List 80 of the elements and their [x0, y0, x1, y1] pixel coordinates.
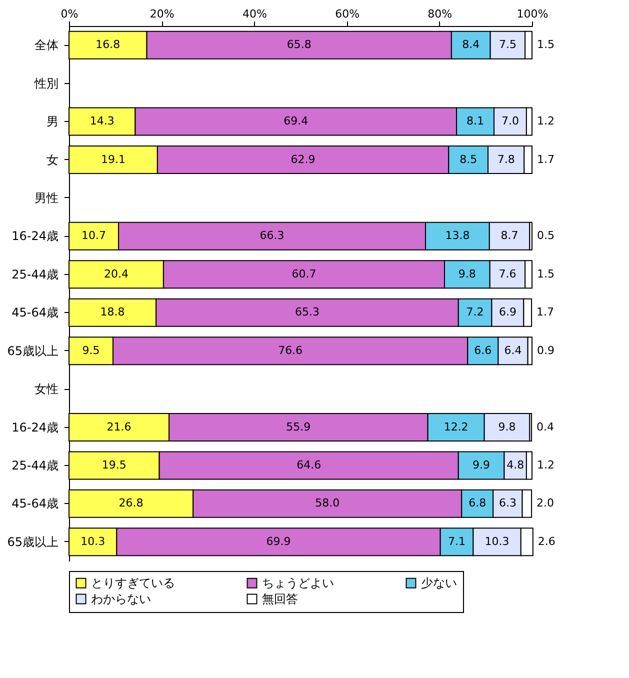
data-label: 1.2: [537, 458, 554, 472]
data-label: 1.5: [537, 267, 554, 280]
data-label: 18.8: [100, 306, 125, 319]
data-label: 2.0: [536, 496, 554, 510]
data-label: 9.9: [472, 458, 490, 472]
data-label: 9.8: [458, 267, 476, 280]
data-label: 60.7: [292, 267, 316, 280]
data-label: 7.0: [501, 114, 519, 128]
x-tick-label: 60%: [335, 8, 360, 20]
y-tick-label: 男性: [34, 190, 58, 205]
x-tick-label: 0%: [60, 8, 78, 20]
data-label: 2.6: [538, 534, 556, 548]
data-label: 8.1: [466, 114, 484, 128]
data-label: 9.8: [498, 420, 516, 434]
data-label: 1.5: [537, 38, 554, 52]
data-label: 8.4: [462, 38, 480, 52]
legend-label: ちょうどよい: [262, 576, 334, 590]
y-tick-label: 65歳以上: [7, 344, 58, 358]
x-tick-label: 40%: [242, 8, 267, 20]
x-tick-label: 80%: [428, 8, 452, 20]
data-label: 0.4: [536, 420, 554, 434]
data-label: 10.3: [484, 534, 510, 548]
x-tick-label: 100%: [516, 8, 548, 20]
legend-label: 少ない: [421, 576, 457, 590]
data-label: 65.3: [294, 306, 320, 319]
y-tick-label: 16-24歳: [12, 420, 58, 434]
data-label: 19.5: [102, 458, 126, 472]
data-label: 12.2: [444, 420, 468, 434]
data-label: 62.9: [290, 152, 316, 166]
y-tick-label: 65歳以上: [7, 534, 58, 549]
data-label: 6.6: [474, 344, 492, 357]
data-label: 16.8: [96, 38, 120, 52]
data-label: 69.9: [266, 534, 291, 548]
data-label: 9.5: [82, 344, 100, 357]
y-tick-label: 45-64歳: [12, 496, 58, 511]
data-label: 13.8: [445, 229, 470, 242]
y-tick-label: 女: [46, 152, 58, 167]
y-tick-label: 男: [46, 114, 58, 129]
data-label: 26.8: [118, 496, 144, 510]
data-label: 21.6: [106, 420, 132, 434]
legend-label: 無回答: [262, 592, 298, 606]
data-label: 7.5: [498, 38, 516, 52]
data-label: 1.2: [537, 114, 554, 128]
data-label: 4.8: [506, 458, 524, 472]
data-label: 66.3: [260, 229, 284, 242]
data-label: 8.5: [460, 152, 478, 166]
data-label: 8.7: [500, 229, 518, 242]
data-label: 19.1: [100, 152, 126, 166]
data-label: 6.9: [498, 306, 516, 319]
y-tick-label: 16-24歳: [12, 229, 58, 244]
data-label: 7.2: [466, 306, 484, 319]
y-tick-label: 全体: [34, 38, 58, 52]
data-label: 1.7: [537, 152, 554, 166]
data-label: 20.4: [104, 267, 128, 280]
y-tick-label: 女性: [34, 382, 58, 396]
data-label: 69.4: [284, 114, 308, 128]
y-tick-label: 25-44歳: [12, 267, 58, 282]
data-label: 14.3: [90, 114, 114, 128]
data-label: 0.5: [537, 229, 554, 242]
data-label: 1.7: [536, 306, 554, 319]
y-tick-label: 25-44歳: [12, 458, 58, 472]
data-label: 7.8: [497, 152, 515, 166]
data-label: 55.9: [286, 420, 311, 434]
x-tick-label: 20%: [150, 8, 174, 20]
data-label: 65.8: [286, 38, 312, 52]
data-label: 7.6: [498, 267, 516, 280]
y-tick-label: 45-64歳: [12, 306, 58, 320]
data-label: 10.3: [80, 534, 106, 548]
data-label: 6.8: [468, 496, 486, 510]
legend-label: わからない: [91, 592, 151, 606]
data-label: 58.0: [315, 496, 340, 510]
legend-label: とりすぎている: [91, 576, 175, 590]
data-label: 76.6: [278, 344, 303, 357]
y-tick-label: 性別: [34, 76, 58, 90]
data-label: 6.4: [504, 344, 522, 357]
data-label: 10.7: [82, 229, 106, 242]
data-label: 7.1: [448, 534, 466, 548]
data-label: 0.9: [537, 344, 554, 357]
data-label: 64.6: [296, 458, 322, 472]
data-label: 6.3: [498, 496, 516, 510]
